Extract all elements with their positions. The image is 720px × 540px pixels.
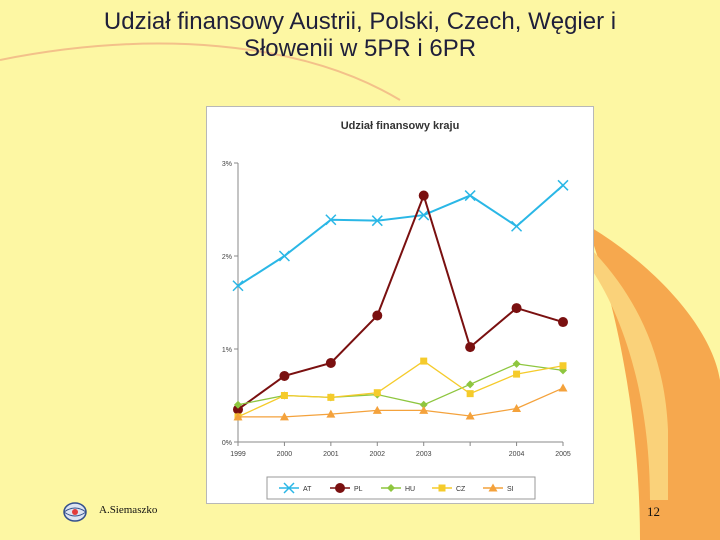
series-line-pl [237, 192, 564, 411]
legend-item-si: SI [483, 483, 514, 493]
marker-stroke [557, 179, 569, 191]
series-at [232, 179, 569, 292]
footer-author: A.Siemaszko [99, 504, 158, 516]
series-si [233, 383, 568, 421]
data-point-si [279, 412, 289, 421]
slide-title: Udział finansowy Austrii, Polski, Czech,… [40, 8, 680, 62]
line-chart: Udział finansowy kraju 0% 1% 2% 3% 1999 2000 2… [222, 120, 571, 500]
data-point-si [512, 404, 522, 413]
data-point-at [557, 179, 569, 191]
data-point-cz [466, 390, 474, 398]
data-point-si [372, 405, 382, 414]
marker-stroke [511, 220, 523, 232]
data-point-pl [418, 190, 429, 201]
data-point-at [418, 209, 430, 221]
x-tick-label: 2004 [509, 451, 525, 458]
y-tick-label: 3% [222, 161, 232, 168]
data-point-pl [233, 404, 243, 415]
marker-stroke [464, 190, 476, 202]
data-point-cz [513, 370, 521, 378]
legend-marker-hu [387, 484, 395, 492]
y-tick-label: 2% [222, 254, 232, 261]
legend-marker-cz [438, 484, 446, 492]
x-tick-label: 2002 [369, 451, 385, 458]
data-point-si [233, 412, 243, 421]
data-point-pl [465, 342, 476, 353]
data-point-cz [420, 357, 428, 365]
data-point-cz [559, 362, 567, 370]
x-tick-label: 2005 [555, 451, 571, 458]
data-point-hu [512, 359, 521, 368]
legend-label-pl: PL [354, 486, 363, 493]
marker-stroke [325, 214, 337, 226]
legend-label-cz: CZ [456, 486, 466, 493]
slide-title-line1: Udział finansowy Austrii, Polski, Czech,… [103, 8, 617, 35]
data-point-si [326, 409, 336, 418]
data-point-pl [372, 310, 383, 321]
legend-item-cz: CZ [432, 484, 466, 493]
data-point-pl [279, 370, 290, 381]
legend-item-at: AT [279, 482, 312, 494]
data-point-si [465, 411, 475, 420]
marker-stroke [283, 482, 295, 494]
x-tick-label: 2000 [277, 451, 293, 458]
series-line-at [237, 184, 564, 287]
data-point-at [511, 220, 523, 232]
series-line-si [238, 387, 564, 418]
legend-label-at: AT [303, 486, 312, 493]
slide-title-line2: Słowenii w 5PR i 6PR [243, 35, 477, 62]
series-hu [234, 359, 567, 409]
data-point-hu [466, 380, 475, 389]
data-point-cz [280, 392, 288, 399]
y-tick-label: 0% [222, 440, 232, 447]
legend-label-hu: HU [405, 486, 415, 493]
data-point-pl [558, 317, 568, 328]
page-number: 12 [647, 504, 660, 519]
chart-title: Udział finansowy kraju [341, 120, 460, 132]
legend-item-pl: PL [330, 483, 363, 493]
decorative-arc-line [0, 42, 401, 101]
legend-label-si: SI [507, 486, 514, 493]
legend-item-hu: HU [381, 484, 415, 493]
marker-stroke [371, 215, 383, 227]
series-line-cz [237, 360, 564, 418]
data-point-at [371, 215, 383, 227]
marker-stroke [232, 280, 244, 292]
data-point-si [419, 405, 429, 414]
data-point-at [232, 280, 244, 292]
legend-marker-si [488, 483, 498, 492]
marker-stroke [418, 209, 430, 221]
x-tick-label: 1999 [230, 451, 246, 458]
y-tick-label: 1% [222, 347, 232, 354]
x-tick-label: 2001 [323, 451, 339, 458]
legend-marker-at [283, 482, 295, 494]
data-point-pl [511, 303, 522, 314]
data-point-cz [373, 389, 381, 397]
legend-marker-pl [335, 483, 345, 493]
data-point-hu [419, 400, 428, 409]
data-point-at [325, 214, 337, 226]
chart-panel: Udział finansowy kraju 0% 1% 2% 3% 1999 2000 2… [206, 106, 594, 504]
data-point-at [278, 250, 290, 262]
data-point-cz [327, 393, 335, 401]
institution-logo-icon [63, 502, 87, 522]
data-point-pl [325, 357, 336, 368]
data-point-si [558, 383, 568, 392]
marker-stroke [278, 250, 290, 262]
data-point-hu [234, 400, 242, 409]
x-tick-label: 2003 [416, 451, 432, 458]
decorative-light-swoosh [592, 250, 668, 500]
series-pl [233, 190, 568, 415]
data-point-at [464, 190, 476, 202]
